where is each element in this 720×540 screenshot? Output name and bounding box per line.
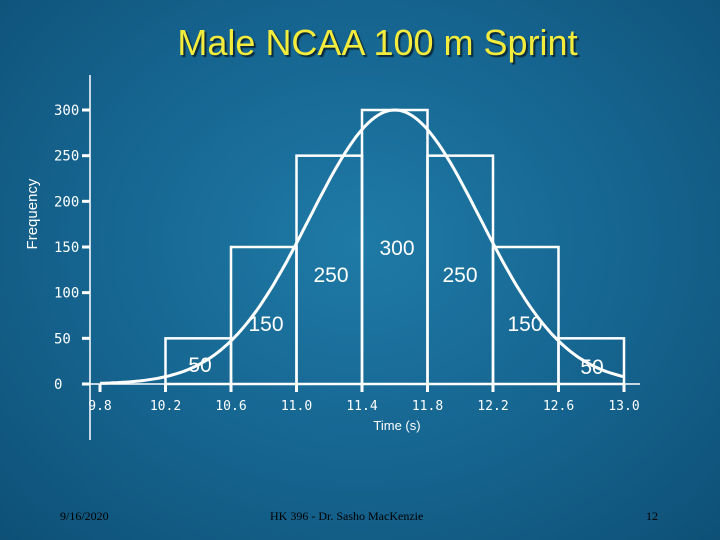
y-tick-label-1: 50 [54, 331, 71, 347]
bar-value-label-0: 50 [188, 354, 211, 377]
y-tick-label-4: 200 [54, 194, 79, 210]
bar-value-label-4: 250 [442, 264, 477, 287]
x-tick-label-0: 9.8 [88, 399, 111, 414]
x-tick-label-5: 11.8 [412, 399, 443, 414]
normal-curve-line [99, 108, 625, 385]
x-tick-label-8: 13.0 [608, 399, 639, 414]
bar-value-label-2: 250 [313, 264, 348, 287]
x-tick-label-4: 11.4 [346, 399, 377, 414]
labels-layer: 0 50 100 150 200 250 300 9.8 10.2 10.6 11.0 11.4 11.… [24, 103, 640, 433]
x-axis-title: Time (s) [373, 418, 420, 433]
curve-layer [99, 108, 625, 385]
y-tick-label-5: 250 [54, 149, 79, 165]
footer-course: HK 396 - Dr. Sasho MacKenzie [270, 509, 424, 523]
x-tick-label-1: 10.2 [150, 399, 181, 414]
axes-layer [82, 75, 640, 440]
x-tick-label-7: 12.6 [543, 399, 574, 414]
footer-page: 12 [646, 509, 658, 523]
y-tick-label-6: 300 [54, 103, 79, 119]
x-tick-label-2: 10.6 [215, 399, 246, 414]
x-tick-label-6: 12.2 [477, 399, 508, 414]
y-axis-title: Frequency [24, 178, 41, 249]
y-tick-label-3: 150 [54, 240, 79, 256]
y-tick-label-2: 100 [54, 286, 79, 302]
bar-value-label-6: 50 [580, 356, 603, 379]
footer-date: 9/16/2020 [60, 509, 109, 523]
x-tick-label-3: 11.0 [281, 399, 312, 414]
y-tick-label-0: 0 [54, 377, 62, 393]
bar-value-label-5: 150 [507, 313, 542, 336]
bar-value-label-3: 300 [379, 237, 414, 260]
bar-value-label-1: 150 [248, 313, 283, 336]
slide-title: Male NCAA 100 m Sprint [177, 22, 578, 63]
